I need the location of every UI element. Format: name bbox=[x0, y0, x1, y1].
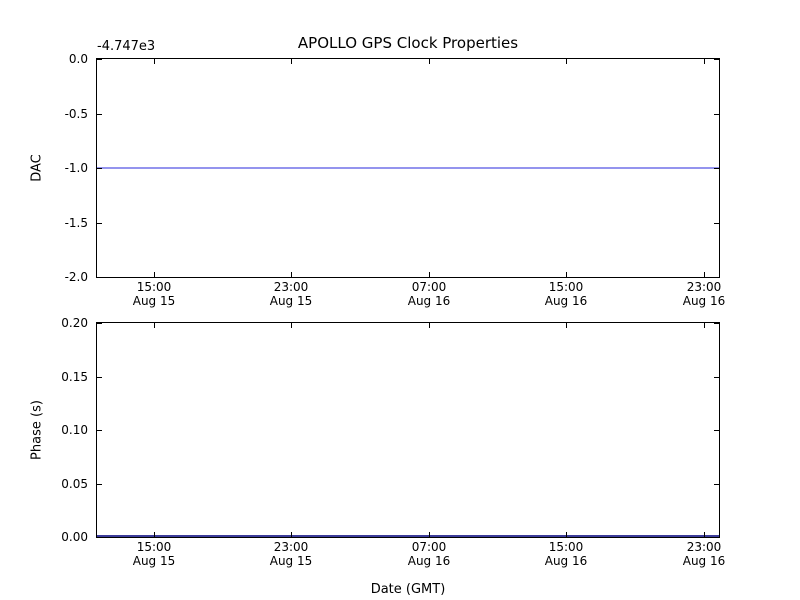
x-tick-label-line: 15:00 bbox=[136, 540, 172, 554]
x-tick-label: 23:00 Aug 15 bbox=[270, 280, 313, 308]
y-tick-right bbox=[714, 377, 719, 378]
y-axis-offset-text: -4.747e3 bbox=[97, 39, 156, 54]
x-tick-label: 23:00 Aug 15 bbox=[270, 540, 313, 568]
x-tick-label-line: Aug 16 bbox=[407, 554, 451, 568]
x-tick-bottom bbox=[291, 272, 292, 277]
y-tick-right bbox=[714, 277, 719, 278]
x-tick-top bbox=[566, 59, 567, 64]
x-tick-top bbox=[154, 59, 155, 64]
x-tick-label-line: Aug 16 bbox=[544, 294, 588, 308]
y-tick-label: 0.10 bbox=[61, 423, 88, 437]
x-tick-label-line: Aug 15 bbox=[269, 554, 313, 568]
x-tick-label-line: 23:00 bbox=[273, 540, 309, 554]
x-tick-top bbox=[566, 323, 567, 328]
x-tick-bottom bbox=[704, 272, 705, 277]
y-tick-right bbox=[714, 323, 719, 324]
x-tick-label: 23:00 Aug 16 bbox=[683, 280, 726, 308]
y-tick-left bbox=[97, 223, 102, 224]
x-tick-top bbox=[154, 323, 155, 328]
x-tick-bottom bbox=[566, 532, 567, 537]
x-tick-top bbox=[291, 59, 292, 64]
x-tick-label-line: Aug 15 bbox=[132, 554, 176, 568]
x-tick-top bbox=[704, 323, 705, 328]
y-tick-right bbox=[714, 114, 719, 115]
x-tick-top bbox=[704, 59, 705, 64]
x-tick-bottom bbox=[429, 532, 430, 537]
x-tick-bottom bbox=[704, 532, 705, 537]
y-tick-label: -0.5 bbox=[64, 107, 88, 121]
y-tick-right bbox=[714, 537, 719, 538]
x-tick-top bbox=[291, 323, 292, 328]
x-tick-label: 07:00 Aug 16 bbox=[408, 280, 451, 308]
y-tick-left bbox=[97, 59, 102, 60]
x-tick-label: 23:00 Aug 16 bbox=[683, 540, 726, 568]
x-tick-label: 15:00 Aug 16 bbox=[545, 540, 588, 568]
y-tick-right bbox=[714, 59, 719, 60]
data-line-dac bbox=[97, 167, 719, 169]
y-tick-label: 0.15 bbox=[61, 370, 88, 384]
x-tick-bottom bbox=[154, 272, 155, 277]
x-tick-label-line: Aug 16 bbox=[682, 294, 726, 308]
x-tick-label-line: Aug 16 bbox=[407, 294, 451, 308]
x-tick-label-line: Aug 16 bbox=[544, 554, 588, 568]
x-tick-top bbox=[429, 59, 430, 64]
y-tick-right bbox=[714, 430, 719, 431]
x-tick-label-line: 15:00 bbox=[548, 540, 584, 554]
y-tick-left bbox=[97, 168, 102, 169]
x-tick-label-line: Aug 16 bbox=[682, 554, 726, 568]
x-axis-label-date: Date (GMT) bbox=[370, 582, 446, 597]
y-tick-label: 0.0 bbox=[68, 52, 88, 66]
x-tick-label-line: 07:00 bbox=[411, 280, 447, 294]
subplot-dac-plot-area bbox=[96, 58, 720, 278]
x-tick-label-line: 15:00 bbox=[136, 280, 172, 294]
data-line-phase bbox=[97, 535, 719, 537]
x-tick-label: 15:00 Aug 15 bbox=[133, 540, 176, 568]
y-tick-left bbox=[97, 484, 102, 485]
x-tick-label-line: 23:00 bbox=[686, 540, 722, 554]
x-tick-label-line: 23:00 bbox=[686, 280, 722, 294]
x-tick-label-line: Aug 15 bbox=[269, 294, 313, 308]
x-tick-bottom bbox=[291, 532, 292, 537]
y-tick-label: -2.0 bbox=[64, 270, 88, 284]
y-tick-left bbox=[97, 430, 102, 431]
x-tick-label-line: Aug 15 bbox=[132, 294, 176, 308]
x-tick-bottom bbox=[429, 272, 430, 277]
chart-title: APOLLO GPS Clock Properties bbox=[297, 34, 519, 52]
x-tick-bottom bbox=[566, 272, 567, 277]
y-tick-right bbox=[714, 484, 719, 485]
y-tick-right bbox=[714, 168, 719, 169]
y-tick-left bbox=[97, 277, 102, 278]
y-tick-left bbox=[97, 323, 102, 324]
x-tick-label: 07:00 Aug 16 bbox=[408, 540, 451, 568]
x-tick-bottom bbox=[154, 532, 155, 537]
x-tick-label-line: 15:00 bbox=[548, 280, 584, 294]
y-tick-label: -1.0 bbox=[64, 161, 88, 175]
x-tick-label-line: 23:00 bbox=[273, 280, 309, 294]
y-tick-label: 0.05 bbox=[61, 477, 88, 491]
x-tick-top bbox=[429, 323, 430, 328]
x-tick-label: 15:00 Aug 15 bbox=[133, 280, 176, 308]
x-tick-label: 15:00 Aug 16 bbox=[545, 280, 588, 308]
y-tick-label: 0.20 bbox=[61, 316, 88, 330]
y-tick-label: 0.00 bbox=[61, 530, 88, 544]
y-tick-left bbox=[97, 114, 102, 115]
y-tick-right bbox=[714, 223, 719, 224]
x-tick-label-line: 07:00 bbox=[411, 540, 447, 554]
subplot-phase-plot-area bbox=[96, 322, 720, 538]
y-tick-label: -1.5 bbox=[64, 216, 88, 230]
y-tick-left bbox=[97, 537, 102, 538]
y-tick-left bbox=[97, 377, 102, 378]
